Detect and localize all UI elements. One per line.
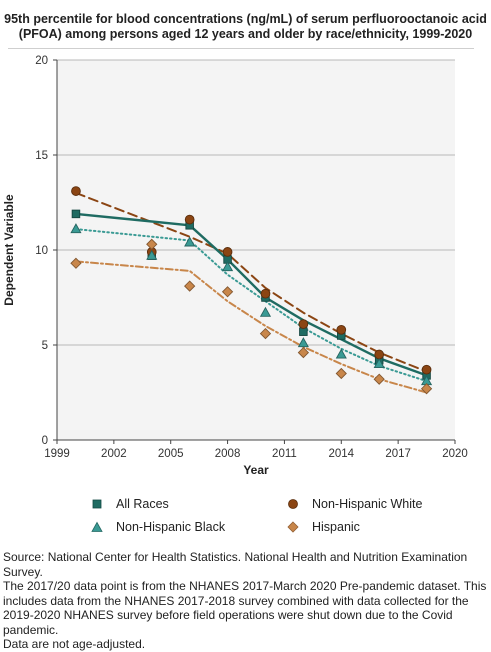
chart-canvas: 0 5 10 15 20 1999 2002 2005 2008 2011 2014 2017 2020…: [2, 55, 468, 477]
data-point-non-hispanic-white: [260, 288, 271, 299]
x-tick-label: 2011: [272, 448, 297, 460]
x-tick-label: 2005: [158, 448, 184, 460]
data-point-hispanic: [297, 346, 310, 359]
series-lines: [74, 192, 428, 394]
y-tick-label: 0: [42, 435, 48, 447]
series-line-hispanic: [75, 260, 428, 394]
legend-item-all-races[interactable]: All Races: [84, 497, 169, 511]
x-tick-label: 2008: [215, 448, 241, 460]
data-point-non-hispanic-white: [298, 319, 309, 329]
data-point-non-hispanic-black: [335, 348, 347, 359]
data-point-non-hispanic-white: [184, 214, 195, 225]
data-point-hispanic: [335, 367, 347, 380]
legend-item-hispanic[interactable]: Hispanic: [280, 520, 360, 534]
triangle-marker-icon: [91, 521, 103, 532]
data-point-hispanic: [259, 327, 272, 340]
data-point-hispanic: [70, 257, 82, 269]
data-point-hispanic: [146, 238, 158, 250]
legend-item-non-hispanic-white[interactable]: Non-Hispanic White: [280, 497, 422, 511]
data-point-non-hispanic-black: [297, 337, 309, 348]
source-notes: Source: National Center for Health Stati…: [3, 550, 489, 652]
square-marker-icon: [92, 499, 102, 509]
data-point-all-races: [299, 327, 308, 336]
data-point-non-hispanic-white: [336, 324, 347, 335]
data-point-non-hispanic-black: [222, 261, 234, 272]
x-axis-label: Year: [243, 463, 269, 477]
data-point-non-hispanic-white: [71, 186, 81, 196]
legend-label: Hispanic: [312, 520, 360, 534]
y-axis-label: Dependent Variable: [2, 194, 16, 306]
data-point-non-hispanic-white: [374, 349, 385, 360]
title-divider: [8, 48, 474, 49]
data-point-hispanic: [221, 286, 234, 298]
data-point-non-hispanic-black: [184, 236, 196, 247]
y-tick-label: 20: [35, 55, 48, 67]
data-point-non-hispanic-black: [259, 306, 272, 317]
data-point-hispanic: [420, 383, 433, 395]
chart-title: 95th percentile for blood concentrations…: [4, 12, 487, 41]
data-point-non-hispanic-black: [373, 358, 385, 369]
y-tick-label: 15: [35, 150, 48, 162]
series-line-non-hispanic-white: [75, 192, 428, 373]
series-line-non-hispanic-black: [75, 228, 428, 383]
data-point-non-hispanic-black: [70, 223, 82, 234]
legend-label: Non-Hispanic Black: [116, 520, 226, 534]
x-tick-label: 2014: [328, 448, 354, 460]
x-tick-label: 2002: [101, 448, 127, 460]
axes: 0 5 10 15 20 1999 2002 2005 2008 2011 2014 2017 2020: [35, 55, 468, 460]
data-point-hispanic: [373, 373, 385, 385]
y-tick-label: 5: [42, 340, 48, 352]
gridlines: [57, 59, 455, 346]
series-line-all-races: [74, 212, 428, 377]
age-adjustment-note: Data are not age-adjusted.: [3, 637, 146, 651]
data-point-non-hispanic-black: [146, 249, 158, 260]
circle-marker-icon: [288, 499, 298, 509]
data-point-hispanic: [184, 280, 196, 292]
data-point-non-hispanic-white: [222, 247, 233, 257]
legend-label: Non-Hispanic White: [312, 497, 423, 511]
diamond-marker-icon: [287, 521, 299, 533]
x-tick-label: 1999: [44, 448, 70, 460]
dataset-note: The 2017/20 data point is from the NHANE…: [3, 579, 487, 637]
source-line: Source: National Center for Health Stati…: [3, 550, 468, 579]
data-point-all-races: [71, 209, 81, 219]
legend-item-non-hispanic-black[interactable]: Non-Hispanic Black: [84, 520, 225, 534]
legend-label: All Races: [116, 497, 169, 511]
x-tick-label: 2020: [442, 448, 468, 460]
x-tick-label: 2017: [385, 448, 411, 460]
y-tick-label: 10: [35, 245, 48, 257]
series-markers: [70, 186, 433, 395]
data-point-non-hispanic-white: [421, 364, 432, 375]
